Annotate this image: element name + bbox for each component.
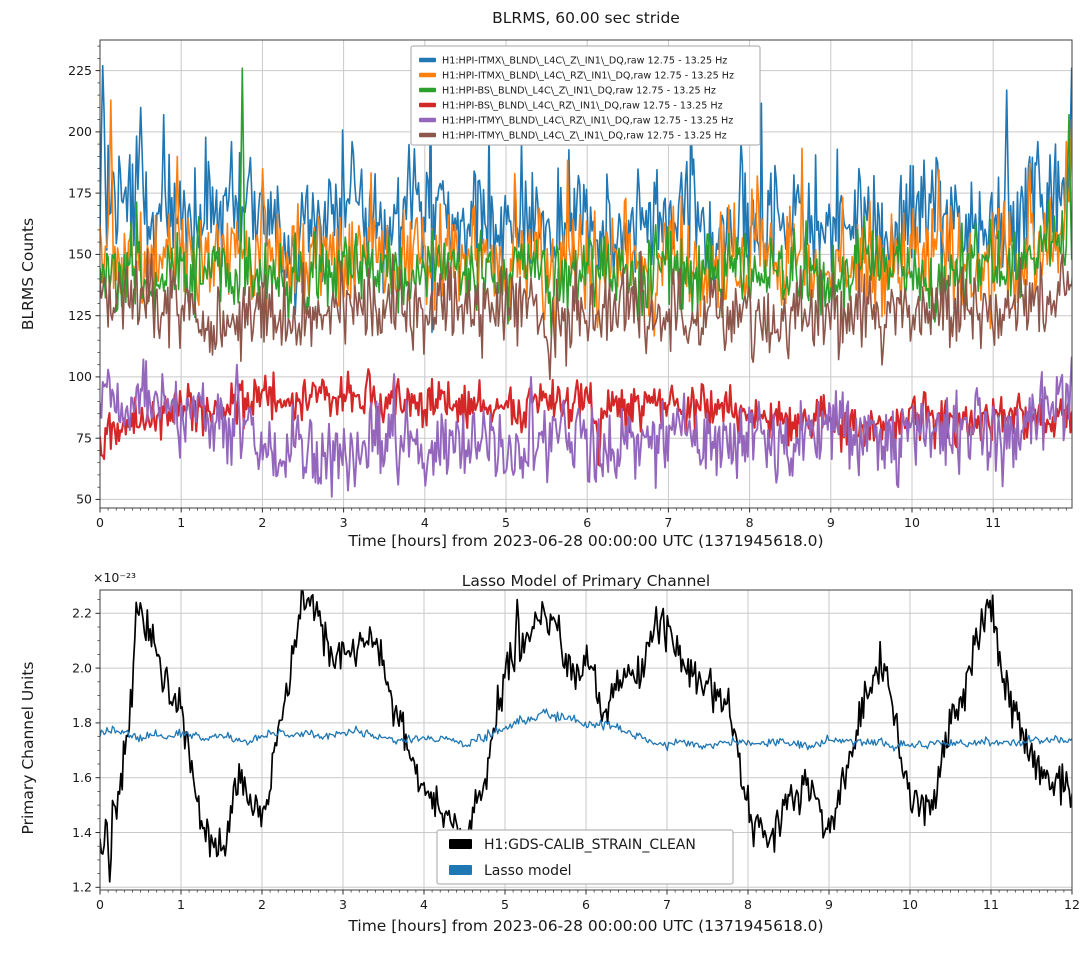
- x-tick-label: 10: [904, 515, 920, 530]
- legend-label: H1:GDS-CALIB_STRAIN_CLEAN: [484, 837, 696, 853]
- legend-swatch: [419, 87, 436, 93]
- y-tick-label: 200: [68, 124, 92, 139]
- legend-swatch: [419, 132, 436, 138]
- legend-label: H1:HPI-ITMY\_BLND\_L4C\_Z\_IN1\_DQ,raw 1…: [442, 130, 727, 141]
- y-tick-label: 75: [76, 431, 92, 446]
- lasso-y-axis-label: Primary Channel Units: [19, 661, 37, 835]
- x-tick-label: 6: [582, 897, 590, 912]
- legend-swatch: [419, 102, 436, 108]
- x-tick-label: 2: [258, 515, 266, 530]
- x-tick-label: 9: [825, 897, 833, 912]
- x-tick-label: 7: [663, 897, 671, 912]
- y-tick-label: 1.8: [72, 715, 92, 730]
- x-tick-label: 7: [664, 515, 672, 530]
- x-tick-label: 10: [902, 897, 918, 912]
- legend-swatch: [449, 839, 472, 849]
- legend-label: H1:HPI-BS\_BLND\_L4C\_RZ\_IN1\_DQ,raw 12…: [442, 100, 723, 111]
- y-tick-label: 1.6: [72, 770, 92, 785]
- x-tick-label: 8: [746, 515, 754, 530]
- x-tick-label: 0: [96, 897, 104, 912]
- series-line-0-3: [100, 368, 1072, 467]
- series-line-0-4: [100, 356, 1072, 498]
- x-tick-label: 0: [96, 515, 104, 530]
- y-tick-label: 225: [68, 63, 92, 78]
- series-line-0-1: [100, 99, 1072, 337]
- x-tick-label: 2: [258, 897, 266, 912]
- x-tick-label: 11: [985, 515, 1001, 530]
- lasso-x-axis-label: Time [hours] from 2023-06-28 00:00:00 UT…: [348, 917, 824, 935]
- legend-label: H1:HPI-ITMX\_BLND\_L4C\_RZ\_IN1\_DQ,raw …: [442, 70, 734, 81]
- x-tick-label: 6: [583, 515, 591, 530]
- series-group: [100, 63, 1072, 498]
- y-tick-label: 2.0: [72, 660, 92, 675]
- axes-spines: [99, 39, 1073, 509]
- x-tick-label: 3: [339, 897, 347, 912]
- legend-label: H1:HPI-ITMX\_BLND\_L4C\_Z\_IN1\_DQ,raw 1…: [442, 55, 727, 66]
- series-line-0-5: [100, 248, 1072, 381]
- blrms-x-axis-label: Time [hours] from 2023-06-28 00:00:00 UT…: [348, 532, 824, 550]
- lasso-chart-canvas: 0 1 2 3 4 5 6 7 8 9 10 11 121.21.41.61.82.02.2H1:GDS…: [72, 589, 1080, 912]
- x-tick-label: 5: [502, 515, 510, 530]
- x-tick-label: 11: [983, 897, 999, 912]
- x-tick-label: 5: [501, 897, 509, 912]
- legend-swatch: [419, 72, 436, 78]
- legend-swatch: [449, 865, 472, 875]
- legend-box: [410, 45, 761, 146]
- legend-label: Lasso model: [484, 863, 572, 879]
- x-tick-label: 3: [340, 515, 348, 530]
- x-tick-label: 1: [177, 515, 185, 530]
- y-tick-label: 125: [68, 308, 92, 323]
- legend-label: H1:HPI-BS\_BLND\_L4C\_Z\_IN1\_DQ,raw 12.…: [442, 85, 716, 96]
- lasso-chart-title: Lasso Model of Primary Channel: [461, 572, 711, 590]
- y-tick-label: 100: [68, 369, 92, 384]
- series-line-1-1: [100, 708, 1072, 752]
- y-tick-label: 2.2: [72, 606, 92, 621]
- legend-swatch: [419, 57, 436, 63]
- blrms-chart-canvas: 0 1 2 3 4 5 6 7 8 9 10 11 50 75 100 125 150 175 200 225 H1:H…: [68, 39, 1073, 530]
- x-tick-label: 8: [744, 897, 752, 912]
- y-tick-label: 175: [68, 185, 92, 200]
- legend-box: [436, 829, 734, 885]
- series-line-1-0: [100, 590, 1072, 883]
- legend-swatch: [419, 117, 436, 123]
- x-tick-label: 9: [827, 515, 835, 530]
- x-tick-label: 1: [177, 897, 185, 912]
- blrms-chart-title: BLRMS, 60.00 sec stride: [492, 9, 680, 27]
- x-tick-label: 12: [1064, 897, 1080, 912]
- legend-label: H1:HPI-ITMY\_BLND\_L4C\_RZ\_IN1\_DQ,raw …: [442, 115, 733, 126]
- blrms-y-axis-label: BLRMS Counts: [19, 217, 37, 331]
- x-tick-label: 4: [420, 897, 428, 912]
- y-tick-label: 1.4: [72, 825, 92, 840]
- lasso-y-axis-offset-exponent: ×10⁻²³: [93, 570, 136, 585]
- y-tick-label: 150: [68, 247, 92, 262]
- x-tick-label: 4: [421, 515, 429, 530]
- series-group: [100, 590, 1072, 883]
- y-tick-label: 50: [76, 492, 92, 507]
- y-tick-label: 1.2: [72, 880, 92, 895]
